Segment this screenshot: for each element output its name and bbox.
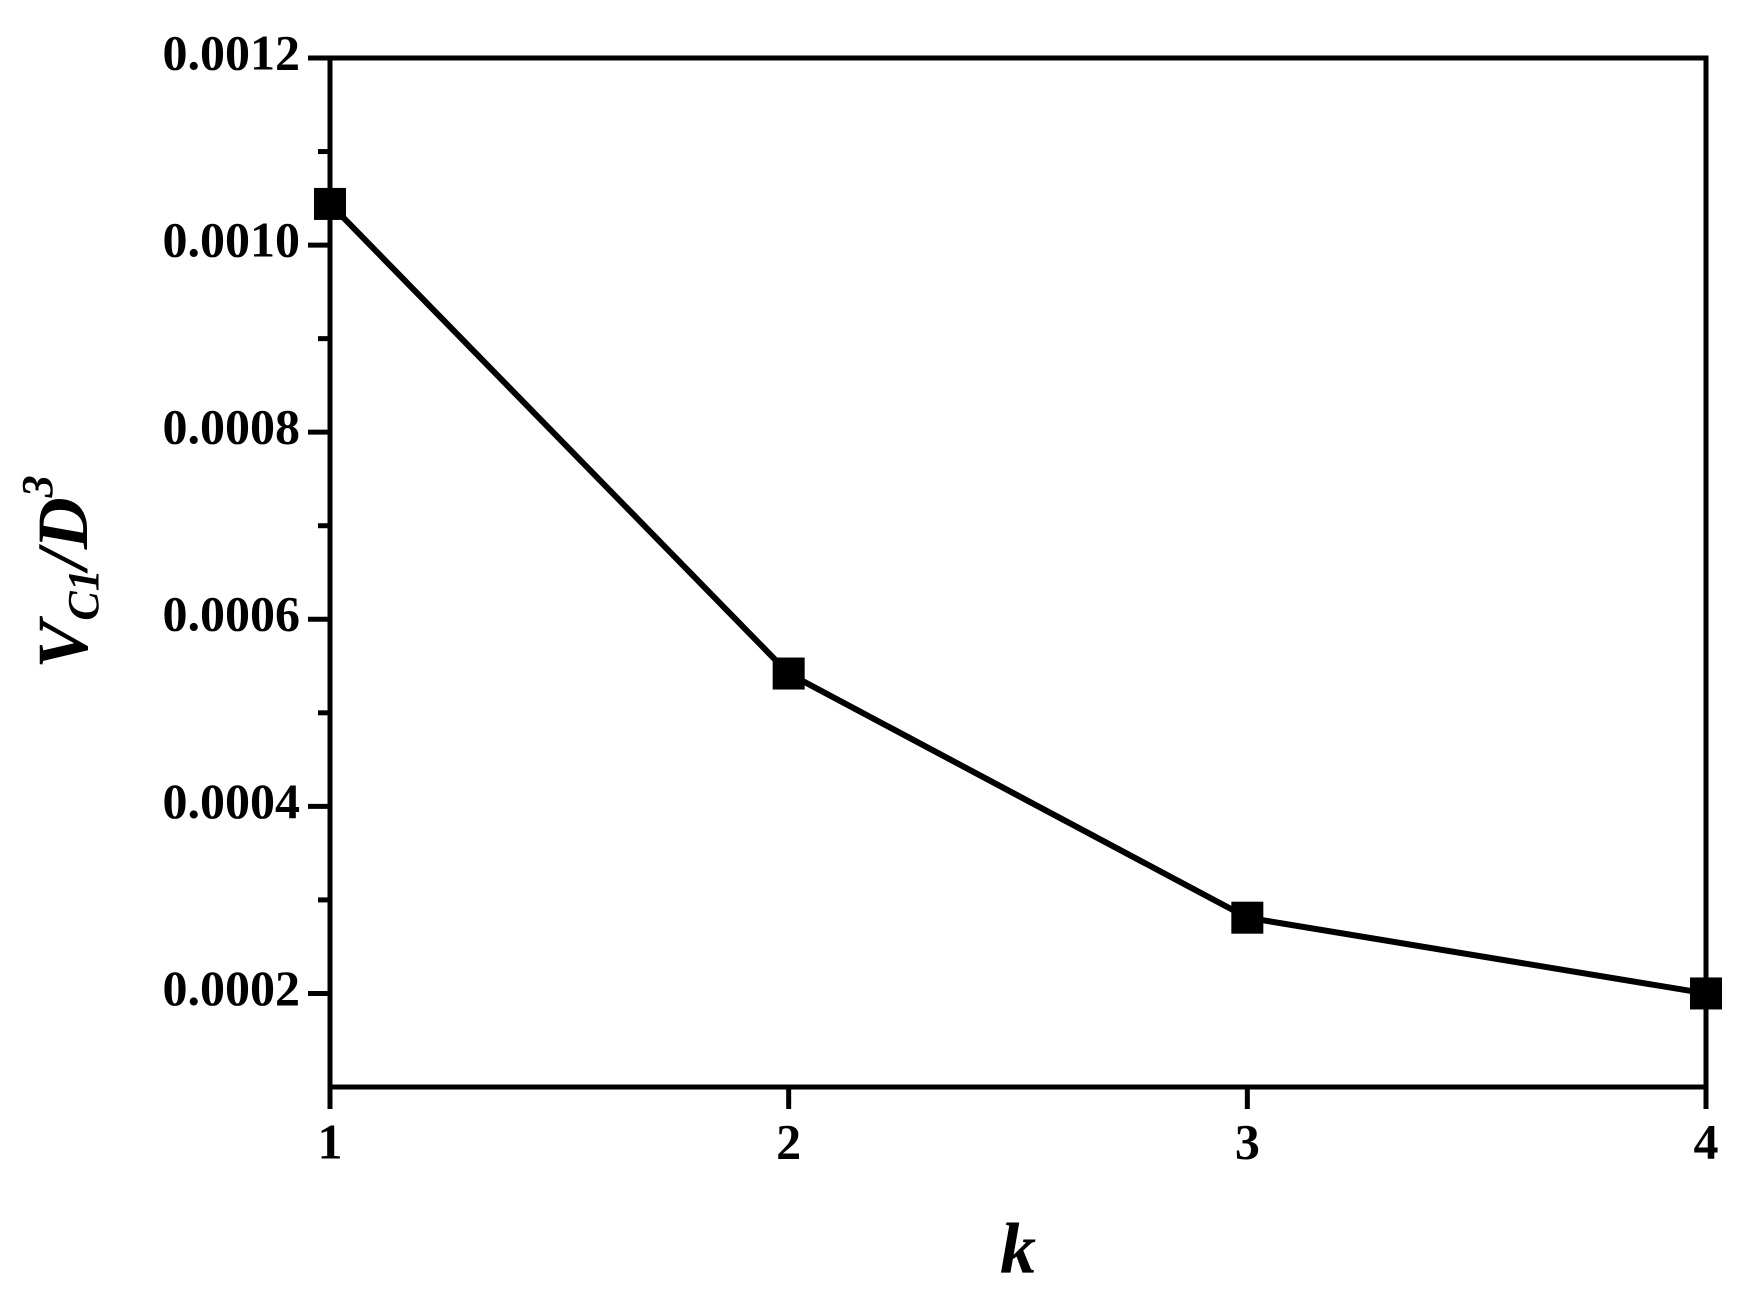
y-label-sub: C1 [59,569,108,620]
plot-frame [327,55,1709,1090]
data-point [314,187,346,220]
y-tick-label: 0.0002 [163,960,301,1016]
y-label-div: /D [23,497,103,574]
y-tick-label: 0.0012 [163,24,301,80]
x-axis-label: k [1000,1209,1036,1289]
data-point [1690,977,1722,1010]
x-tick-label: 1 [318,1113,343,1169]
y-tick-label: 0.0006 [163,586,301,642]
data-point [1231,901,1264,934]
data-point [772,657,805,690]
y-label-sup: 3 [13,475,62,498]
y-axis-label: VC1/D3 [13,475,108,668]
y-tick-label: 0.0010 [163,212,301,268]
y-tick-label: 0.0008 [163,399,301,455]
y-tick-label: 0.0004 [163,773,301,829]
x-tick-label: 3 [1235,1113,1260,1169]
y-label-main: V [23,616,103,669]
x-tick-label: 2 [776,1113,801,1169]
x-tick-label: 4 [1694,1113,1719,1169]
data-line [327,201,1707,997]
